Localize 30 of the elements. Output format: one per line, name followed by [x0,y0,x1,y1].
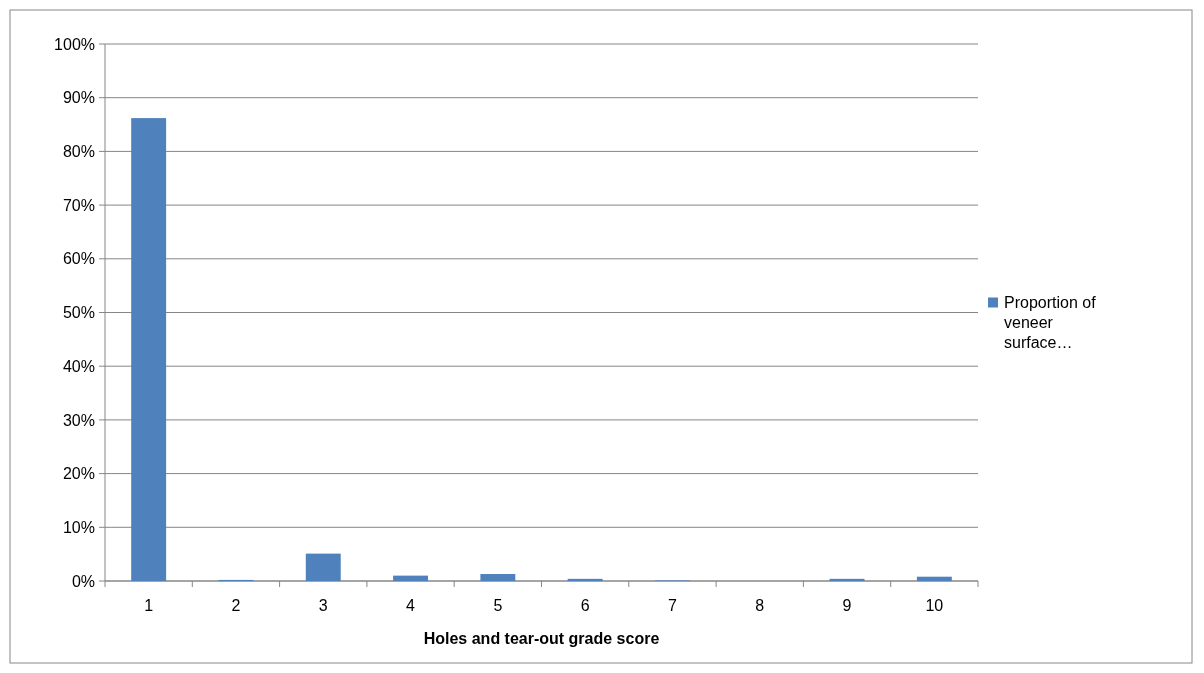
legend-label: Proportion of veneer surface… [1004,294,1097,352]
bar [305,553,341,581]
y-tick-label: 60% [62,250,95,268]
x-tick-label: 4 [406,597,416,614]
y-tick-label: 0% [71,572,95,590]
x-tick-label: 2 [231,597,241,614]
x-tick-label: 1 [144,597,154,614]
x-tick-label: 10 [925,597,944,614]
bar [393,575,429,581]
bar [131,118,167,581]
x-tick-label: 8 [755,597,765,614]
y-tick-label: 40% [62,357,95,375]
y-tick-label: 90% [62,89,95,107]
y-tick-label: 50% [62,304,95,322]
y-tick-label: 80% [62,143,95,160]
y-tick-label: 10% [62,518,95,536]
x-tick-label: 7 [668,597,677,614]
x-axis-title: Holes and tear-out grade score [423,630,660,647]
y-tick-label: 20% [62,465,95,483]
x-tick-label: 6 [580,597,590,614]
x-tick-label: 3 [318,597,328,614]
y-tick-label: 70% [62,196,95,214]
bar [567,578,603,581]
bar [829,578,865,581]
x-tick-label: 5 [493,597,503,614]
y-tick-label: 100% [54,35,95,53]
bar [480,574,516,581]
x-tick-label: 9 [842,597,852,614]
bar [916,576,952,581]
y-tick-label: 30% [62,411,95,429]
